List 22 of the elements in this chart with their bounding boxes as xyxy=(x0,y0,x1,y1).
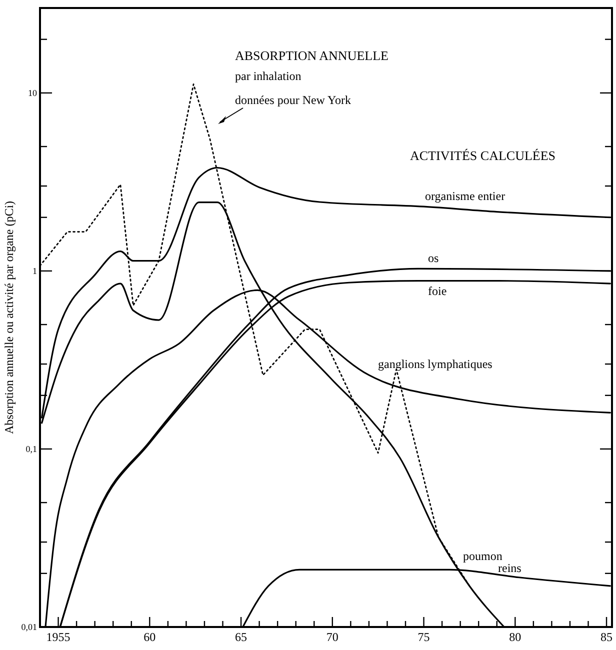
y-tick-label: 1 xyxy=(32,266,37,276)
series-label: os xyxy=(428,251,439,265)
series-label: ganglions lymphatiques xyxy=(378,357,493,371)
x-tick-label: 75 xyxy=(418,630,430,644)
series-label: reins xyxy=(498,561,522,575)
y-tick-label: 0,01 xyxy=(21,622,37,632)
x-tick-label: 85 xyxy=(600,630,613,644)
x-tick-label: 65 xyxy=(235,630,248,644)
x-tick-label: 1955 xyxy=(46,630,70,644)
y-axis-title: Absorption annuelle ou activité par organe (pCi) xyxy=(2,200,16,434)
annotation: ACTIVITÉS CALCULÉES xyxy=(410,148,556,163)
series-label: foie xyxy=(428,284,447,298)
y-tick-label: 0,1 xyxy=(26,444,37,454)
annotation: ABSORPTION ANNUELLE xyxy=(235,48,389,63)
y-tick-label: 10 xyxy=(28,88,38,98)
x-tick-label: 70 xyxy=(326,630,338,644)
annotation: par inhalation xyxy=(235,69,302,83)
annotation: données pour New York xyxy=(235,93,351,107)
series-label: poumon xyxy=(463,549,502,563)
series-label: organisme entier xyxy=(425,189,506,203)
x-tick-label: 60 xyxy=(144,630,156,644)
x-tick-label: 80 xyxy=(509,630,522,644)
